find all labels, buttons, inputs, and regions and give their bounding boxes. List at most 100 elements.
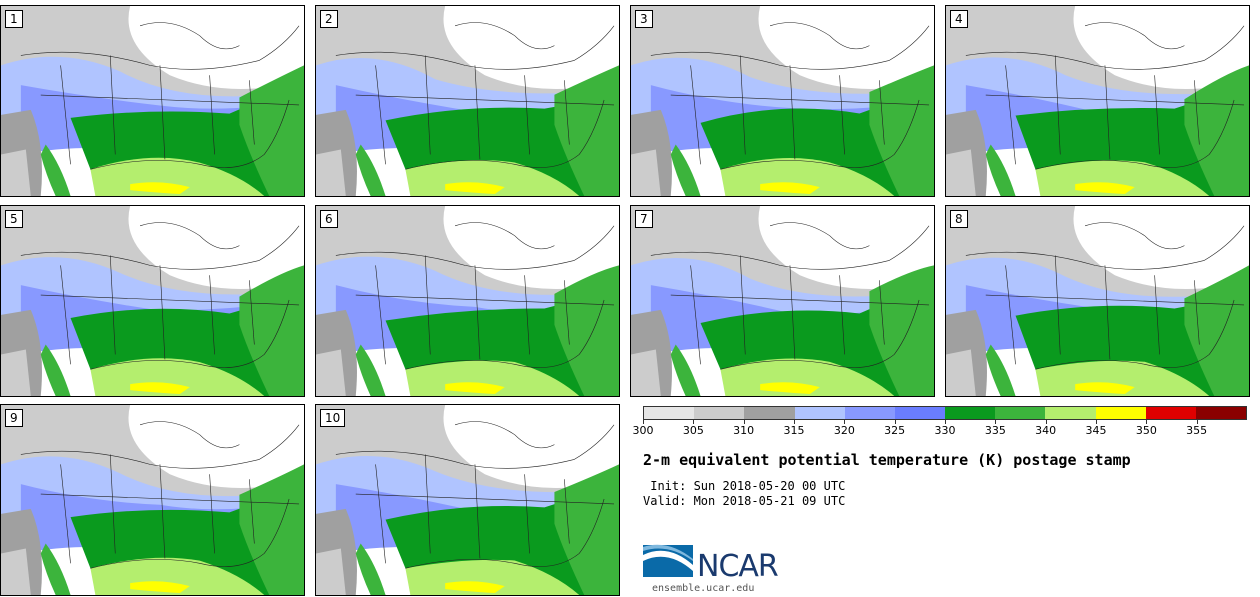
temperature-map-icon [631, 206, 934, 396]
map-region [946, 349, 976, 396]
boundary-line [739, 55, 746, 155]
map-region [316, 206, 619, 309]
map-region [1184, 65, 1249, 196]
boundary-line [454, 22, 555, 50]
boundary-line [524, 275, 530, 355]
panel-label: 9 [5, 409, 23, 427]
boundary-line [375, 464, 386, 564]
colorbar-tick-label: 315 [783, 424, 805, 437]
colorbar-tickmark [643, 420, 644, 424]
boundary-line [424, 55, 431, 155]
colorbar-tick-label: 350 [1135, 424, 1157, 437]
colorbar-tick-label: 305 [682, 424, 704, 437]
map-region [631, 6, 934, 71]
boundary-line [564, 80, 570, 145]
valid-time: Valid: Mon 2018-05-21 09 UTC [643, 494, 846, 508]
map-region [316, 405, 619, 508]
temperature-map-icon [316, 405, 619, 595]
boundary-line [1194, 280, 1200, 345]
chart-title: 2-m equivalent potential temperature (K)… [643, 451, 1131, 469]
map-region [316, 405, 619, 470]
map-region [1, 548, 31, 595]
map-region [554, 265, 619, 396]
colorbar-tickmark [945, 420, 946, 424]
boundary-line [670, 294, 930, 306]
boundary-line [424, 454, 431, 554]
boundary-line [335, 424, 615, 469]
colorbar-swatch [894, 407, 946, 419]
map-region [1, 6, 304, 75]
boundary-line [1154, 275, 1160, 355]
map-region [40, 344, 71, 396]
map-region [130, 581, 190, 594]
boundary-line [1154, 75, 1160, 155]
boundary-line [405, 498, 605, 569]
panel-label: 10 [320, 409, 346, 427]
boundary-line [90, 99, 290, 170]
map-region [985, 144, 1016, 196]
boundary-line [1104, 265, 1111, 360]
colorbar-tickmark [1096, 420, 1097, 424]
boundary-line [209, 275, 215, 355]
colorbar-tickmark [1196, 420, 1198, 424]
boundary-line [159, 464, 166, 559]
map-region [670, 144, 701, 196]
colorbar [643, 406, 1247, 420]
panel-label: 5 [5, 210, 23, 228]
boundary-line [405, 299, 605, 370]
colorbar-tick-label: 330 [934, 424, 956, 437]
boundary-line [139, 421, 240, 449]
map-region [130, 382, 190, 395]
boundary-line [720, 99, 920, 170]
boundary-line [109, 55, 116, 155]
boundary-line [474, 265, 481, 360]
map-region [631, 206, 934, 275]
temperature-map-icon [316, 6, 619, 196]
boundary-line [90, 498, 290, 569]
boundary-line [249, 479, 255, 544]
map-region [869, 65, 934, 196]
map-region [946, 206, 1249, 309]
colorbar-tick-label: 345 [1085, 424, 1107, 437]
boundary-line [690, 65, 701, 165]
map-region [445, 581, 505, 594]
postage-stamp-panel-5: 5 [0, 205, 305, 397]
colorbar-tickmark [743, 420, 745, 424]
panel-label: 2 [320, 10, 338, 28]
map-region [316, 548, 346, 595]
boundary-line [1104, 65, 1111, 160]
colorbar-tick-label: 310 [733, 424, 755, 437]
boundary-line [965, 25, 1245, 70]
boundary-line [879, 80, 885, 145]
map-region [1075, 182, 1135, 195]
boundary-line [965, 225, 1245, 270]
map-region [946, 206, 1249, 271]
boundary-line [1054, 255, 1061, 355]
boundary-line [375, 65, 386, 165]
postage-stamp-panel-6: 6 [315, 205, 620, 397]
temperature-map-icon [946, 206, 1249, 396]
temperature-map-icon [1, 6, 304, 196]
map-region [1, 405, 304, 470]
panel-label: 3 [635, 10, 653, 28]
boundary-line [650, 25, 930, 70]
boundary-line [1054, 55, 1061, 155]
init-time: Init: Sun 2018-05-20 00 UTC [643, 479, 846, 493]
postage-stamp-panel-10: 10 [315, 404, 620, 596]
map-region [631, 349, 661, 396]
map-region [1184, 265, 1249, 396]
temperature-map-icon [946, 6, 1249, 196]
map-region [445, 182, 505, 195]
colorbar-swatch [995, 407, 1046, 419]
boundary-line [1005, 265, 1016, 365]
colorbar-swatch [644, 407, 695, 419]
colorbar-tick-label: 320 [833, 424, 855, 437]
map-region [946, 6, 1249, 72]
boundary-line [249, 80, 255, 145]
colorbar-tickmark [1045, 420, 1047, 424]
boundary-line [60, 265, 71, 365]
temperature-map-icon [1, 206, 304, 396]
boundary-line [769, 22, 870, 50]
temperature-map-icon [316, 206, 619, 396]
boundary-line [40, 294, 300, 306]
